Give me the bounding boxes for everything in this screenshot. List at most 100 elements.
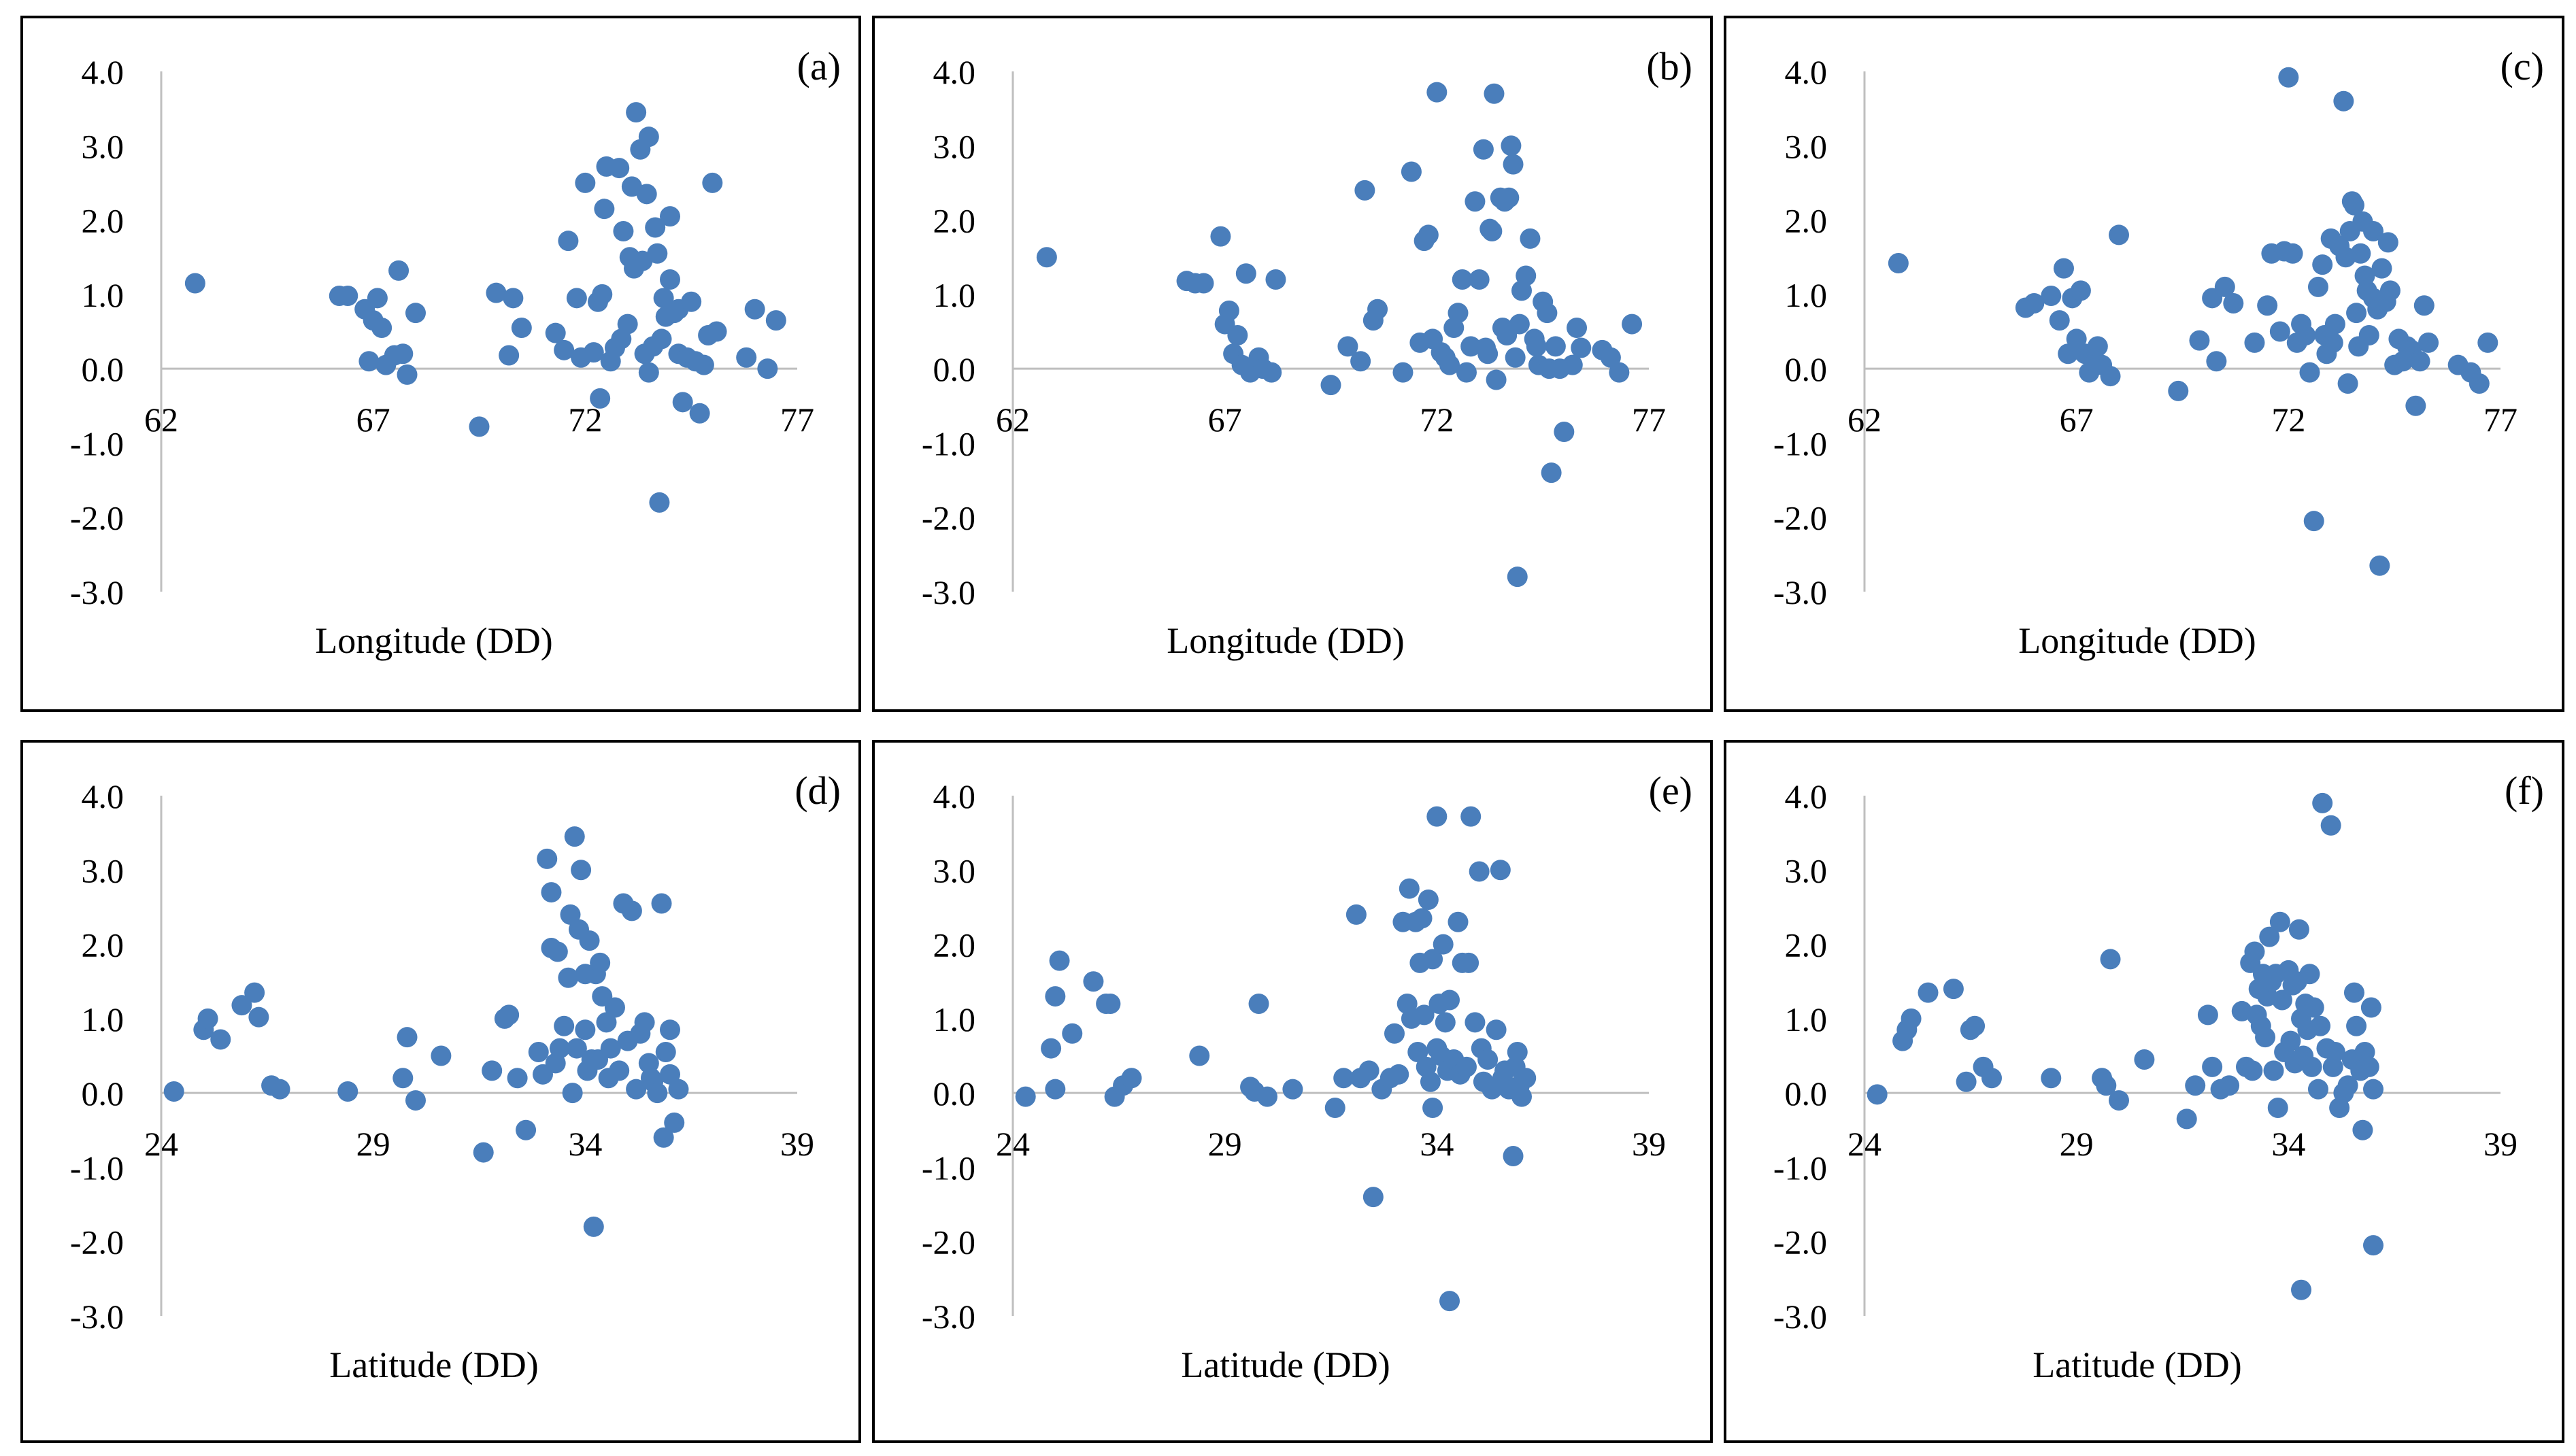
panel-label: (f) [2505,768,2544,813]
data-point [1486,369,1507,390]
x-tick-label: 62 [1847,401,1881,439]
data-point [1422,949,1443,970]
x-tick-label: 34 [2271,1125,2305,1163]
data-point [1350,351,1371,372]
data-point [486,282,507,303]
data-point [2343,982,2364,1003]
data-point [388,260,409,281]
y-tick-label: -1.0 [922,424,975,462]
data-point [2322,1056,2343,1077]
data-point [558,231,579,252]
y-tick-label: 4.0 [1785,53,1828,91]
data-point [2269,911,2290,932]
data-point [1964,1015,1986,1036]
y-tick-label: -3.0 [70,573,124,611]
y-tick-label: 3.0 [1785,851,1828,890]
data-point [2469,373,2490,394]
data-point [636,184,657,205]
chart-panel-a: 4.03.02.01.00.0-1.0-2.0-3.062 67 72 77(a)Lo… [20,16,861,712]
data-point [2223,292,2244,314]
data-point [1469,269,1490,290]
data-point [2259,926,2280,947]
x-tick-label: 39 [2483,1125,2518,1163]
data-point [392,343,414,365]
data-point [1943,979,1964,1000]
data-point [609,158,630,179]
data-point [528,1042,549,1063]
x-tick-label: 29 [356,1125,390,1163]
y-tick-label: -2.0 [922,1223,975,1262]
data-point [1435,1012,1456,1033]
y-tick-label: -3.0 [1773,1298,1827,1336]
data-point [2413,295,2435,316]
y-tick-label: 0.0 [1785,1074,1828,1113]
data-point [1867,1084,1888,1105]
data-point [1433,934,1454,955]
data-point [482,1060,503,1081]
data-point [1407,1042,1428,1063]
data-point [2291,1279,2312,1300]
data-point [469,416,490,437]
data-point [2303,997,2324,1018]
data-point [1505,347,1526,368]
data-point [653,288,674,309]
data-point [2280,1030,2301,1051]
data-point [1956,1071,1977,1092]
data-point [2096,1075,2117,1096]
data-point [1422,1098,1443,1118]
data-point [2418,332,2439,353]
data-point [1041,1038,1062,1059]
data-point [2202,1056,2223,1077]
data-point [1439,989,1460,1011]
data-point [248,1006,269,1028]
data-point [1901,1008,1922,1029]
y-tick-label: 1.0 [1785,1000,1828,1038]
data-point [358,351,380,372]
data-point [2255,1027,2276,1048]
data-point [1411,908,1433,929]
data-point [575,1019,596,1040]
x-axis-title: Latitude (DD) [2033,1344,2241,1385]
x-tick-label: 39 [780,1125,814,1163]
data-point [554,1015,575,1036]
data-point [511,318,532,339]
data-point [1426,806,1448,827]
panel-label: (e) [1649,768,1692,813]
data-point [621,900,642,921]
data-point [1418,890,1439,910]
data-point [2337,1075,2358,1096]
data-point [473,1142,494,1163]
data-point [1257,1086,1277,1107]
data-point [547,941,568,962]
data-point [1345,904,1367,925]
y-tick-label: 3.0 [82,851,124,890]
data-point [1418,224,1439,246]
chart-panel-c: 4.0 3.0 2.0 1.0 0.0 -1.0 -2.0 -3.0 62 67 72 77 (c) Lo… [1724,16,2564,712]
x-tick-label: 24 [996,1125,1030,1163]
data-point [405,303,426,324]
data-point [1490,860,1511,881]
data-point [244,982,265,1003]
data-point [1036,247,1057,268]
data-point [638,1053,659,1074]
data-point [2070,280,2091,301]
data-point [2352,1119,2373,1140]
data-point [706,321,727,342]
x-tick-label: 67 [2060,401,2094,439]
data-point [2346,1015,2367,1036]
data-point [431,1045,452,1066]
y-tick-label: 1.0 [82,276,124,314]
data-point [1367,299,1388,320]
panel-frame [1724,16,2564,712]
data-point [499,345,520,366]
data-point [564,826,585,847]
data-point [689,403,710,424]
data-point [2197,1004,2218,1026]
data-point [1509,314,1530,335]
data-point [681,291,702,312]
data-point [549,1038,570,1059]
x-tick-label: 77 [1632,401,1666,439]
data-point [2288,919,2309,940]
data-point [1609,362,1630,383]
